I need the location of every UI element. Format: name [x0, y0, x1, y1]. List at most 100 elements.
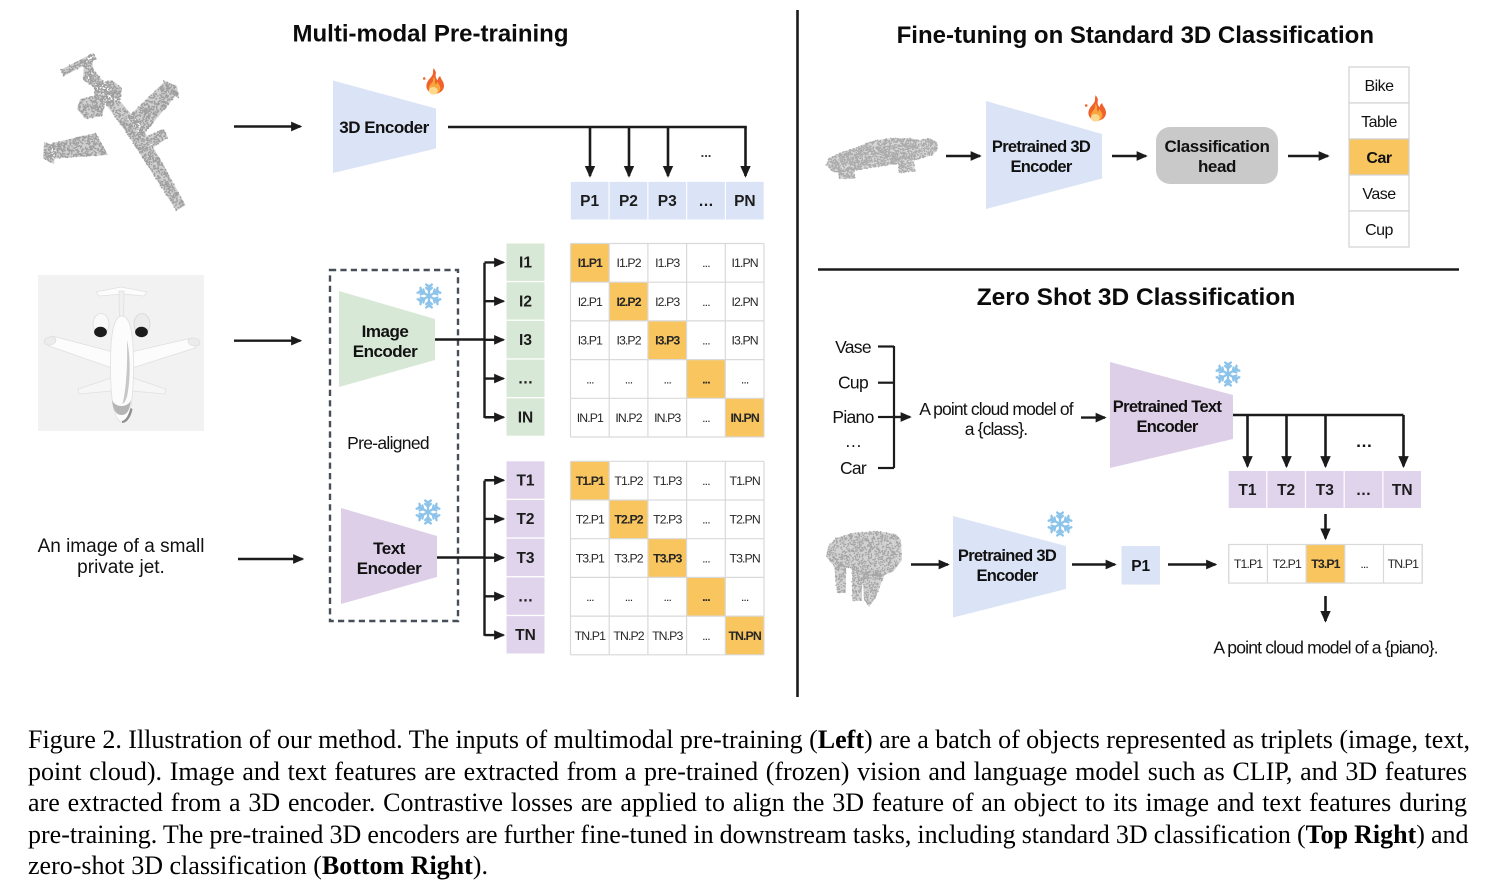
svg-text:head: head: [1198, 157, 1236, 176]
svg-text:...: ...: [702, 334, 710, 348]
svg-text:...: ...: [741, 372, 749, 386]
svg-text:...: ...: [702, 474, 710, 488]
svg-text:...: ...: [741, 590, 749, 604]
svg-text:I3.P3: I3.P3: [655, 334, 680, 348]
svg-text:T1.P1: T1.P1: [1234, 557, 1263, 571]
svg-text:T3: T3: [516, 550, 534, 567]
svg-text:...: ...: [702, 411, 710, 425]
svg-text:T1.P3: T1.P3: [653, 474, 682, 488]
svg-text:I3.PN: I3.PN: [732, 334, 758, 348]
svg-text:T2.P1: T2.P1: [1273, 557, 1302, 571]
svg-text:T2: T2: [1277, 482, 1295, 499]
svg-text:TN.P3: TN.P3: [652, 629, 683, 643]
svg-text:Car: Car: [840, 458, 867, 478]
svg-text:...: ...: [702, 295, 710, 309]
svg-text:T3.PN: T3.PN: [729, 551, 759, 565]
svg-text:IN: IN: [518, 409, 534, 426]
svg-text:Pre-aligned: Pre-aligned: [347, 433, 429, 453]
svg-text:I1: I1: [519, 255, 532, 272]
svg-text:I1.PN: I1.PN: [732, 256, 758, 270]
svg-text:I2.PN: I2.PN: [732, 295, 758, 309]
svg-text:...: ...: [701, 145, 712, 160]
svg-text:I1.P1: I1.P1: [578, 256, 603, 270]
svg-text:Pretrained 3D: Pretrained 3D: [992, 138, 1091, 156]
svg-text:I1.P2: I1.P2: [616, 256, 641, 270]
svg-text:Pretrained 3D: Pretrained 3D: [958, 547, 1057, 565]
svg-text:Cup: Cup: [1365, 222, 1393, 239]
svg-text:Multi-modal Pre-training: Multi-modal Pre-training: [293, 21, 569, 48]
svg-text:...: ...: [702, 590, 710, 604]
svg-text:...: ...: [702, 256, 710, 270]
svg-text:I1.P3: I1.P3: [655, 256, 680, 270]
svg-text:a {class}.: a {class}.: [965, 419, 1028, 439]
svg-text:…: …: [1356, 482, 1372, 499]
svg-text:...: ...: [586, 372, 594, 386]
svg-text:T3.P3: T3.P3: [653, 551, 682, 565]
svg-text:Piano: Piano: [832, 407, 873, 427]
svg-text:TN: TN: [1392, 482, 1413, 499]
svg-text:Car: Car: [1366, 150, 1391, 167]
svg-text:T3.P1: T3.P1: [576, 551, 605, 565]
svg-text:TN.P1: TN.P1: [1388, 557, 1419, 571]
svg-text:I3.P2: I3.P2: [616, 334, 641, 348]
svg-text:P1: P1: [580, 193, 599, 210]
svg-text:Classification: Classification: [1165, 137, 1270, 156]
svg-text:IN.PN: IN.PN: [731, 411, 760, 425]
svg-text:Encoder: Encoder: [357, 559, 422, 578]
svg-text:...: ...: [586, 590, 594, 604]
svg-text:I2: I2: [519, 293, 532, 310]
svg-text:…: …: [845, 431, 862, 451]
svg-text:3D Encoder: 3D Encoder: [339, 118, 429, 137]
svg-text:Fine-tuning on Standard 3D Cla: Fine-tuning on Standard 3D Classificatio…: [897, 22, 1374, 49]
svg-text:…: …: [1356, 432, 1373, 451]
svg-text:TN: TN: [515, 627, 536, 644]
svg-text:T1.PN: T1.PN: [729, 474, 759, 488]
svg-text:TN.PN: TN.PN: [728, 629, 761, 643]
svg-text:Table: Table: [1361, 114, 1397, 131]
svg-text:…: …: [518, 589, 534, 606]
svg-text:I2.P3: I2.P3: [655, 295, 680, 309]
svg-text:...: ...: [1360, 557, 1368, 571]
svg-text:Vase: Vase: [835, 337, 871, 357]
svg-text:Image: Image: [362, 322, 409, 341]
svg-text:...: ...: [702, 629, 710, 643]
svg-text:Pretrained Text: Pretrained Text: [1113, 398, 1223, 416]
svg-text:I3.P1: I3.P1: [578, 334, 603, 348]
svg-text:I2.P2: I2.P2: [616, 295, 641, 309]
svg-text:I2.P1: I2.P1: [578, 295, 603, 309]
svg-text:Zero Shot 3D Classification: Zero Shot 3D Classification: [977, 284, 1296, 311]
svg-text:Encoder: Encoder: [976, 567, 1038, 585]
svg-text:Vase: Vase: [1362, 186, 1396, 203]
svg-text:private jet.: private jet.: [77, 557, 165, 578]
svg-text:IN.P2: IN.P2: [615, 411, 642, 425]
svg-text:A point cloud model of: A point cloud model of: [919, 399, 1073, 419]
svg-text:T1: T1: [516, 472, 534, 489]
svg-text:...: ...: [663, 590, 671, 604]
svg-text:T1.P1: T1.P1: [576, 474, 605, 488]
svg-text:Cup: Cup: [838, 373, 868, 393]
svg-text:PN: PN: [734, 193, 756, 210]
svg-text:Encoder: Encoder: [1010, 158, 1072, 176]
svg-text:...: ...: [702, 372, 710, 386]
svg-text:P3: P3: [658, 193, 677, 210]
svg-text:T2.P2: T2.P2: [614, 513, 643, 527]
svg-text:T1: T1: [1238, 482, 1256, 499]
svg-text:...: ...: [702, 551, 710, 565]
svg-text:Encoder: Encoder: [1136, 418, 1198, 436]
svg-text:TN.P1: TN.P1: [575, 629, 606, 643]
svg-text:A point cloud model of a {pian: A point cloud model of a {piano}.: [1213, 638, 1437, 658]
svg-text:...: ...: [625, 590, 633, 604]
svg-text:P1: P1: [1131, 558, 1150, 575]
svg-text:T3.P1: T3.P1: [1311, 557, 1340, 571]
svg-text:P2: P2: [619, 193, 638, 210]
svg-text:T3: T3: [1316, 482, 1334, 499]
svg-text:I3: I3: [519, 332, 532, 349]
svg-text:Bike: Bike: [1364, 78, 1394, 95]
svg-text:T2.PN: T2.PN: [729, 513, 759, 527]
svg-text:...: ...: [663, 372, 671, 386]
svg-text:IN.P1: IN.P1: [577, 411, 604, 425]
svg-text:T1.P2: T1.P2: [614, 474, 643, 488]
svg-text:Encoder: Encoder: [353, 342, 418, 361]
svg-text:T2.P1: T2.P1: [576, 513, 605, 527]
svg-text:Text: Text: [373, 539, 406, 558]
